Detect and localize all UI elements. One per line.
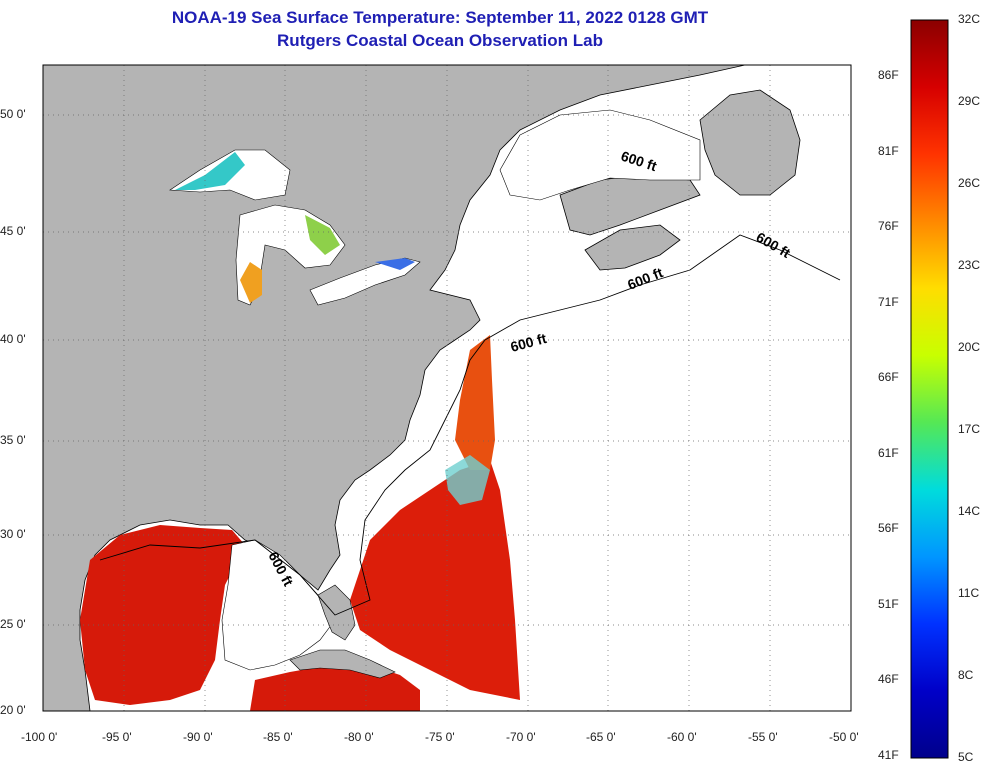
lake-ontario-sst [375, 258, 415, 270]
atlantic-sst-cool [445, 455, 490, 505]
land-newfoundland [699, 89, 801, 196]
colorbar-celsius-label: 11C [958, 586, 980, 600]
map-title: NOAA-19 Sea Surface Temperature: Septemb… [171, 8, 709, 27]
latitude-label: 20 0' [0, 703, 26, 717]
lake-michigan-sst [240, 262, 262, 303]
lake-huron-sst [305, 215, 340, 255]
land-north-america [42, 64, 746, 712]
colorbar-celsius-label: 29C [958, 94, 981, 108]
longitude-label: -55 0' [748, 730, 778, 744]
latitude-label: 50 0' [0, 107, 26, 121]
gulf-no-data [221, 539, 336, 671]
colorbar-celsius-label: 17C [958, 422, 981, 436]
colorbar-celsius-label: 32C [958, 12, 981, 26]
colorbar-fahrenheit-label: 76F [878, 219, 899, 233]
cuba-land [289, 649, 396, 679]
latitude-label: 45 0' [0, 224, 26, 238]
colorbar-celsius-label: 8C [958, 668, 974, 682]
lake-superior-sst [175, 152, 245, 190]
longitude-label: -50 0' [829, 730, 859, 744]
atlantic-sst-mid [455, 335, 495, 470]
colorbar-fahrenheit-label: 86F [878, 68, 899, 82]
colorbar-celsius-label: 26C [958, 176, 981, 190]
gulf-st-lawrence [499, 109, 701, 201]
florida-land [317, 584, 356, 641]
gulf-of-mexico-sst [80, 525, 245, 705]
longitude-label: -80 0' [344, 730, 374, 744]
latitude-label: 25 0' [0, 617, 26, 631]
colorbar-celsius-label: 14C [958, 504, 981, 518]
colorbar-fahrenheit-label: 46F [878, 672, 899, 686]
latitude-label: 40 0' [0, 332, 26, 346]
lake-erie-ontario [309, 257, 421, 306]
colorbar-fahrenheit-label: 81F [878, 143, 899, 158]
colorbar-fahrenheit-label: 41F [878, 747, 899, 762]
isobath-600ft [99, 234, 841, 616]
longitude-label: -100 0' [21, 730, 58, 744]
colorbar-fahrenheit-label: 71F [878, 294, 899, 309]
land-nova-scotia [584, 224, 681, 271]
longitude-label: -70 0' [506, 730, 536, 744]
map-subtitle: Rutgers Coastal Ocean Observation Lab [277, 31, 603, 50]
colorbar [910, 19, 949, 759]
latitude-label: 35 0' [0, 433, 26, 447]
longitude-label: -65 0' [586, 730, 616, 744]
longitude-label: -85 0' [263, 730, 293, 744]
colorbar-celsius-label: 20C [958, 340, 981, 354]
colorbar-celsius-label: 23C [958, 258, 981, 272]
colorbar-fahrenheit-label: 61F [878, 445, 899, 460]
latitude-label: 30 0' [0, 527, 26, 541]
longitude-label: -90 0' [183, 730, 213, 744]
colorbar-celsius-label: 5C [958, 750, 974, 764]
colorbar-fahrenheit-label: 51F [878, 596, 899, 611]
longitude-label: -75 0' [425, 730, 455, 744]
atlantic-sst-warm [350, 460, 520, 700]
map-frame [42, 64, 852, 712]
longitude-label: -60 0' [667, 730, 697, 744]
longitude-label: -95 0' [102, 730, 132, 744]
colorbar-fahrenheit-label: 66F [878, 370, 899, 384]
colorbar-fahrenheit-label: 56F [878, 521, 899, 535]
